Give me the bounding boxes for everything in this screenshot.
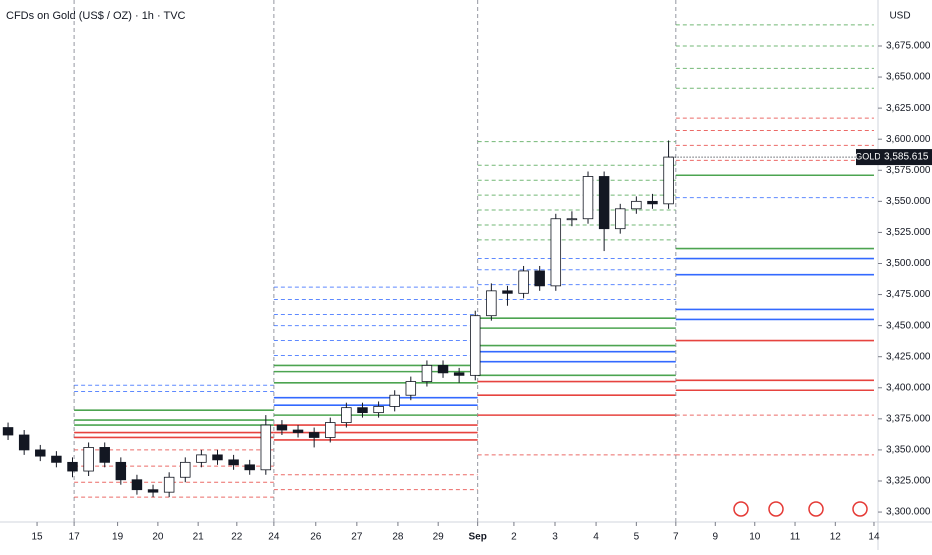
x-tick-label: 22	[231, 532, 243, 543]
chart-title: CFDs on Gold (US$ / OZ) · 1h · TVC	[6, 10, 186, 22]
candle-body	[260, 424, 272, 471]
candle-body	[212, 454, 223, 461]
candle-body	[67, 461, 78, 472]
event-icon[interactable]	[768, 501, 784, 517]
y-tick-label: 3,475.000	[886, 289, 931, 300]
candle-body	[196, 454, 207, 463]
candle-body	[502, 290, 513, 294]
candle-body	[18, 434, 30, 451]
candle-body	[663, 156, 674, 205]
x-tick-label: 11	[790, 532, 801, 543]
x-tick-label: 14	[868, 532, 880, 543]
x-tick-label: 21	[193, 532, 205, 543]
candle-body	[341, 407, 352, 423]
candle-body	[598, 176, 610, 230]
y-tick-label: 3,500.000	[886, 258, 931, 269]
y-tick-label: 3,400.000	[886, 382, 931, 393]
candle-body	[389, 394, 400, 407]
candle-body	[534, 270, 545, 287]
candle-body	[180, 461, 191, 478]
candle-body	[147, 489, 159, 493]
candle-body	[518, 270, 529, 294]
y-tick-label: 3,575.000	[886, 165, 931, 176]
x-tick-label: 29	[433, 532, 445, 543]
candle-body	[566, 218, 578, 221]
y-tick-label: 3,600.000	[886, 134, 931, 145]
y-tick-label: 3,325.000	[886, 476, 931, 487]
candle-body	[470, 315, 481, 376]
candle-body	[131, 479, 143, 491]
candle-body	[405, 381, 417, 396]
last-price-box	[880, 149, 932, 166]
x-tick-label: 17	[69, 532, 81, 543]
candle-body	[292, 429, 304, 433]
y-tick-label: 3,350.000	[886, 445, 931, 456]
x-tick-label: 28	[392, 532, 404, 543]
y-tick-label: 3,525.000	[886, 227, 931, 238]
x-tick-label: 27	[351, 532, 363, 543]
candle-body	[615, 208, 626, 230]
last-price-label: 3,585.615	[884, 152, 929, 163]
y-tick-label: 3,550.000	[886, 196, 931, 207]
y-tick-label: 3,300.000	[886, 507, 931, 518]
x-tick-label: 24	[268, 532, 280, 543]
event-icon[interactable]	[808, 501, 824, 517]
event-icon[interactable]	[852, 501, 868, 517]
x-tick-label: Sep	[468, 532, 486, 543]
candle-body	[115, 461, 127, 481]
candle-body	[357, 407, 368, 414]
candle-body	[99, 447, 110, 463]
candle-body	[163, 476, 175, 493]
candle-body	[550, 218, 562, 287]
candle-body	[244, 464, 255, 471]
candle-body	[276, 424, 288, 431]
x-tick-label: 9	[713, 532, 719, 543]
candle-body	[486, 290, 497, 317]
candle-body	[453, 372, 465, 376]
x-tick-label: 19	[112, 532, 124, 543]
y-tick-label: 3,375.000	[886, 413, 931, 424]
candle-body	[582, 176, 594, 220]
y-tick-label: 3,625.000	[886, 103, 931, 114]
x-tick-label: 12	[830, 532, 842, 543]
candle-body	[437, 364, 449, 374]
candle-body	[83, 447, 94, 472]
candle-body	[373, 406, 384, 414]
candle-body	[51, 455, 62, 463]
y-tick-label: 3,675.000	[886, 41, 931, 52]
candle-body	[2, 427, 14, 436]
candle-body	[228, 459, 239, 466]
x-tick-label: 3	[552, 532, 558, 543]
candle-body	[308, 432, 320, 438]
candle-body	[647, 200, 658, 205]
last-price-name-box	[856, 149, 880, 166]
event-icons	[733, 501, 868, 517]
y-tick-label: 3,450.000	[886, 320, 931, 331]
y-tick-label: 3,425.000	[886, 351, 931, 362]
candle-body	[325, 422, 336, 438]
event-icon[interactable]	[733, 501, 749, 517]
candle-body	[631, 200, 642, 210]
x-tick-label: 26	[310, 532, 322, 543]
candle-body	[421, 364, 433, 382]
x-tick-label: 15	[31, 532, 43, 543]
last-price-name: GOLD	[855, 151, 881, 161]
x-tick-label: 5	[634, 532, 640, 543]
x-tick-label: 7	[673, 532, 679, 543]
x-tick-label: 10	[749, 532, 761, 543]
x-tick-label: 4	[593, 532, 599, 543]
x-tick-label: 2	[511, 532, 517, 543]
y-tick-label: 3,650.000	[886, 72, 931, 83]
candle-body	[35, 449, 46, 457]
currency-label: USD	[889, 11, 910, 22]
x-tick-label: 20	[152, 532, 164, 543]
